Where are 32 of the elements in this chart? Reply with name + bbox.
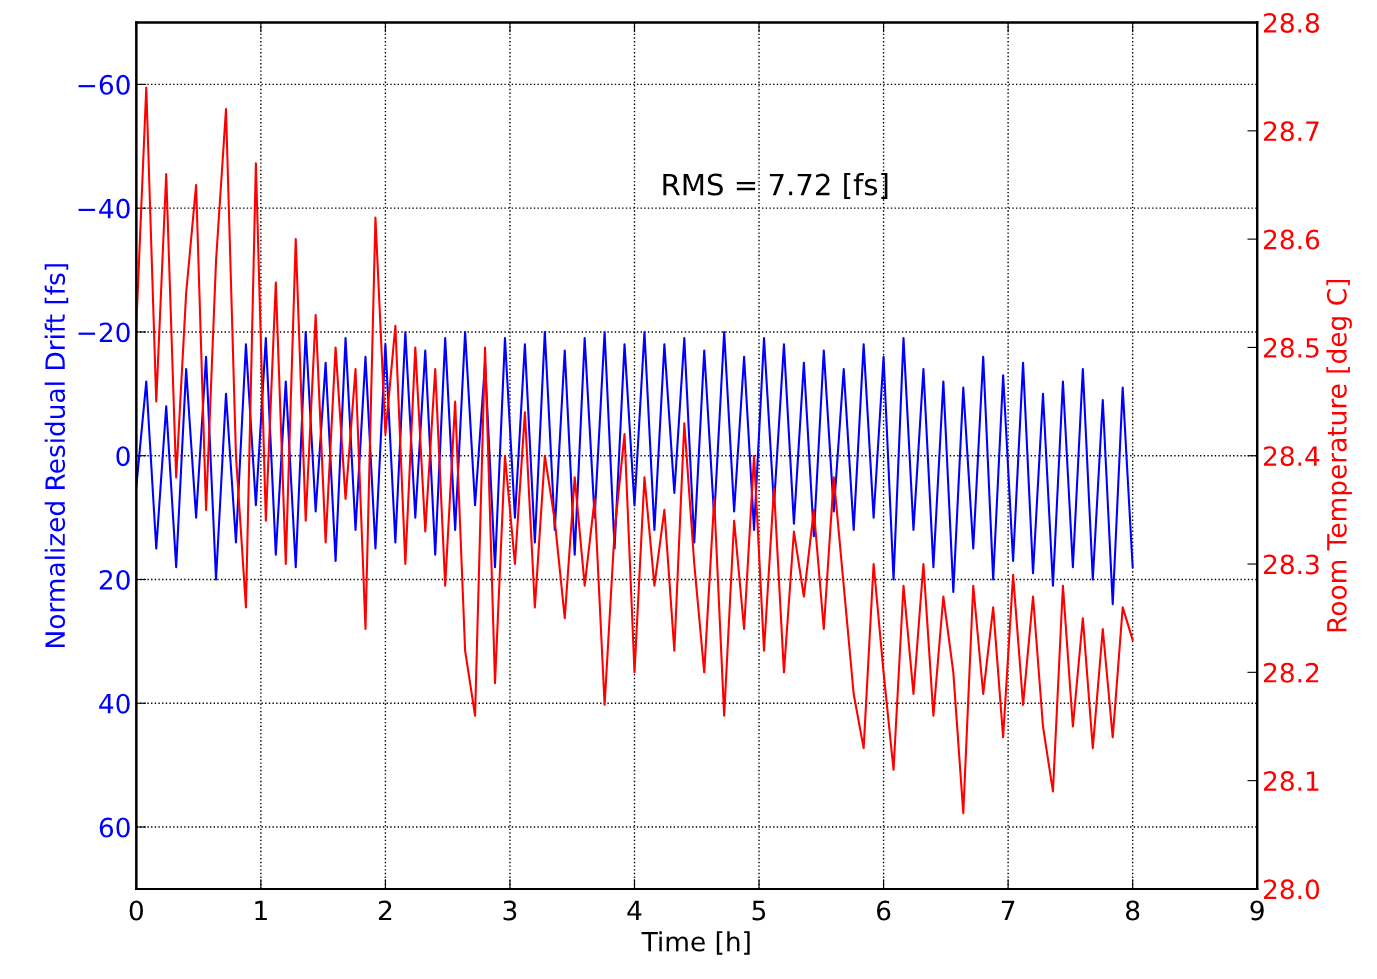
y-tick-label: −40 [78, 198, 130, 219]
annotation: RMS = 7.72 [fs] [663, 173, 888, 200]
x-tick-label: 1 [255, 900, 267, 921]
y-tick-label: 0 [116, 446, 130, 467]
line-series [136, 330, 1134, 606]
x-tick-label: 3 [503, 900, 517, 921]
y-tick-label: −60 [78, 74, 130, 95]
y2-tick-label: 28.3 [1264, 554, 1319, 575]
x-axis-title: Time [h] [641, 931, 750, 955]
x-tick-label: 8 [1126, 900, 1140, 921]
x-tick-label: 5 [752, 900, 766, 921]
line-series [136, 86, 1134, 815]
y2-tick-label: 28.2 [1264, 662, 1319, 683]
y2-tick-label: 28.7 [1264, 121, 1319, 142]
y-tick-label: 20 [99, 569, 130, 590]
y2-axis-title: Room Temperature [deg C] [1326, 279, 1352, 632]
y-axis-title: Normalized Residual Drift [fs] [44, 264, 69, 647]
x-tick-label: 7 [1001, 900, 1015, 921]
y-tick-label: 40 [99, 693, 130, 714]
x-tick-label: 9 [1250, 900, 1264, 921]
x-tick-label: 0 [129, 900, 143, 921]
x-tick-label: 4 [627, 900, 642, 921]
y2-tick-label: 28.4 [1264, 446, 1320, 467]
y-tick-label: 60 [99, 817, 130, 838]
y2-tick-label: 28.5 [1264, 337, 1319, 358]
y2-tick-label: 28.1 [1264, 771, 1319, 792]
y2-tick-label: 28.8 [1264, 12, 1320, 33]
y-tick-label: −20 [78, 322, 130, 343]
x-tick-label: 6 [877, 900, 891, 921]
y2-tick-label: 28.0 [1264, 879, 1320, 900]
x-tick-label: 2 [378, 900, 392, 921]
y2-tick-label: 28.6 [1264, 229, 1320, 250]
